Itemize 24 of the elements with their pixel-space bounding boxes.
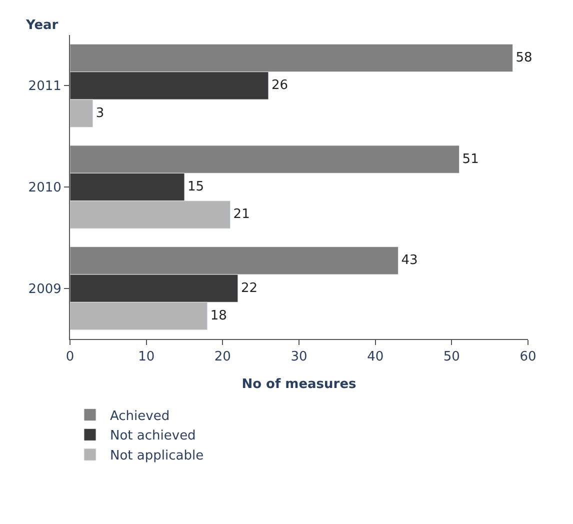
data-label: 3	[96, 106, 104, 121]
data-label: 22	[240, 280, 258, 296]
x-axis-title: No of measures	[242, 377, 357, 392]
y-tick-label: 2010	[28, 180, 62, 196]
data-label: 43	[401, 253, 418, 268]
x-tick-label: 30	[290, 350, 308, 365]
data-label: 21	[233, 207, 250, 222]
y-tick-label: 2011	[28, 79, 62, 94]
legend-label: Not achieved	[110, 428, 196, 444]
legend-label: Not applicable	[110, 448, 204, 464]
x-tick-label: 0	[66, 350, 74, 365]
data-label: 26	[271, 78, 288, 94]
legend-label: Achieved	[110, 408, 170, 424]
x-tick-label: 50	[443, 350, 460, 365]
data-label: 58	[516, 50, 532, 66]
x-tick-label: 10	[138, 350, 155, 365]
y-tick-label: 2009	[28, 282, 62, 297]
y-axis-title: Year	[25, 18, 59, 33]
x-tick-label: 40	[367, 350, 384, 365]
data-label: 15	[188, 180, 204, 194]
data-label: 18	[210, 308, 227, 324]
x-tick-label: 60	[520, 350, 536, 365]
data-label: 51	[462, 152, 479, 167]
x-tick-label: 20	[214, 350, 231, 365]
